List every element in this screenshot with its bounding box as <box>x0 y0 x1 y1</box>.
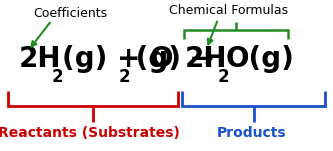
Text: O(g): O(g) <box>226 45 295 73</box>
Text: 2: 2 <box>218 68 230 86</box>
Text: (g) + O: (g) + O <box>62 45 173 73</box>
Text: (g) →: (g) → <box>126 45 214 73</box>
Text: Reactants (Substrates): Reactants (Substrates) <box>0 126 180 140</box>
Text: 2H: 2H <box>185 45 227 73</box>
Text: Chemical Formulas: Chemical Formulas <box>168 4 288 17</box>
Text: Coefficients: Coefficients <box>33 7 108 20</box>
Text: 2: 2 <box>52 68 63 86</box>
Text: 2: 2 <box>118 68 130 86</box>
Text: Products: Products <box>216 126 286 140</box>
Text: 2H: 2H <box>18 45 61 73</box>
